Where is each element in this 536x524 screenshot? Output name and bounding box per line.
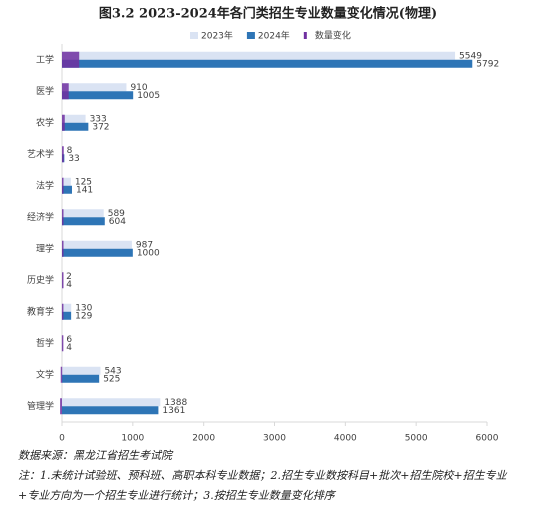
change-bar [61,303,64,320]
value-label: 604 [109,217,126,227]
bar [62,114,86,123]
legend-swatch [246,32,255,39]
change-bar [62,177,64,194]
change-bar [62,114,65,131]
value-label: 5792 [476,59,499,69]
value-label: 5549 [459,51,482,61]
legend-swatch [303,32,307,39]
x-tick-label: 5000 [405,434,428,444]
legend-label: 数量变化 [315,30,351,42]
bar [62,59,473,68]
y-tick-label: 农学 [36,116,54,128]
y-tick-label: 历史学 [27,274,54,286]
value-label: 543 [104,366,121,376]
bar [62,209,104,218]
value-label: 910 [130,83,147,93]
chart: 图3.2 2023-2024年各门类招生专业数量变化情况(物理) 2023年 20… [27,6,499,444]
change-bar [62,272,64,289]
y-tick-label: 艺术学 [27,148,54,160]
x-tick-label: 2000 [192,434,215,444]
value-label: 8 [67,146,73,156]
value-label: 1361 [162,406,185,416]
value-label: 333 [90,114,107,124]
legend-swatch [190,32,198,39]
bar [62,406,159,415]
value-label: 1388 [164,398,187,408]
change-bar [60,398,62,415]
value-label: 33 [68,154,79,164]
bar [62,374,100,383]
y-tick-label: 经济学 [27,211,54,223]
bar [62,366,101,375]
y-tick-label: 医学 [36,85,54,97]
legend-label: 2024年 [258,30,290,42]
change-bar [60,366,63,383]
value-label: 6 [66,335,72,345]
bar [62,185,72,194]
value-label: 987 [136,240,153,250]
y-tick-label: 法学 [36,179,54,191]
x-tick-label: 6000 [476,434,499,444]
value-label: 4 [66,343,72,353]
bar [62,240,132,249]
value-label: 2 [66,272,72,282]
x-tick-label: 4000 [334,434,357,444]
value-label: 129 [75,311,92,321]
y-tick-label: 理学 [36,242,54,254]
change-bar [62,209,64,226]
value-label: 130 [75,303,92,313]
value-label: 141 [76,185,93,195]
value-label: 525 [103,374,120,384]
y-tick-label: 工学 [36,53,54,65]
y-tick-label: 哲学 [36,337,54,349]
bar [62,83,127,92]
y-tick-label: 文学 [36,368,54,380]
bar [62,122,89,131]
x-tick-label: 0 [59,434,65,444]
bar [62,51,456,60]
footer: 数据来源：黑龙江省招生考试院 注：1.未统计试验班、预科班、高职本科专业数据；2… [18,446,523,506]
source: 数据来源：黑龙江省招生考试院 [18,449,172,462]
bar [62,217,105,226]
change-bar [62,51,80,68]
note: 注：1.未统计试验班、预科班、高职本科专业数据；2.招生专业数按科目+批次+招生… [18,469,507,502]
y-tick-label: 教育学 [27,305,54,317]
value-label: 589 [108,209,125,219]
value-label: 125 [75,177,92,187]
value-label: 1005 [137,91,160,101]
change-bar [62,240,64,257]
bar [62,177,71,186]
x-tick-label: 3000 [263,434,286,444]
legend-label: 2023年 [201,30,233,42]
chart-title: 图3.2 2023-2024年各门类招生专业数量变化情况(物理) [99,6,437,22]
bar [62,303,72,312]
y-tick-label: 管理学 [27,400,54,412]
change-bar [61,335,64,352]
bar [62,311,72,320]
change-bar [62,83,69,100]
bar [62,248,133,257]
bar [62,91,134,100]
change-bar [62,146,64,163]
x-tick-label: 1000 [121,434,144,444]
value-label: 4 [66,280,72,290]
value-label: 1000 [137,248,160,258]
value-label: 372 [92,122,109,132]
bar [62,398,161,407]
